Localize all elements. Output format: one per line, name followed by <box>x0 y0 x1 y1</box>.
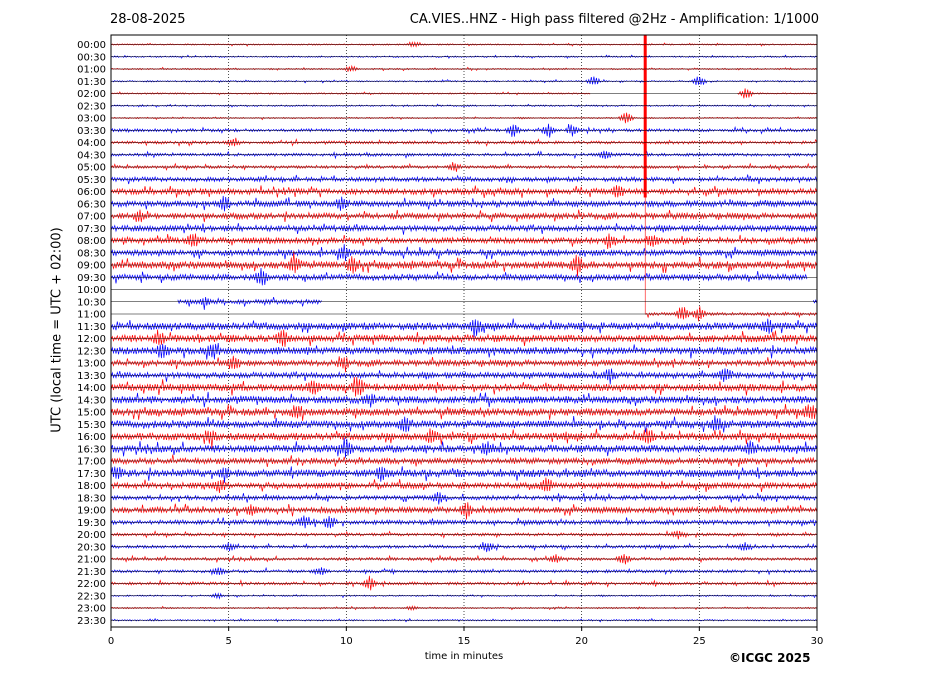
y-tick-label: 08:00 <box>77 236 106 247</box>
trace-1330 <box>110 368 818 385</box>
y-tick-label: 01:30 <box>77 77 106 88</box>
date-label: 28-08-2025 <box>110 12 186 27</box>
trace-1130 <box>110 318 818 338</box>
trace-0930 <box>110 267 808 286</box>
copyright-label: ©ICGC 2025 <box>729 651 811 665</box>
trace-1600 <box>110 428 818 449</box>
y-tick-label: 10:00 <box>77 285 106 296</box>
y-tick-label: 16:00 <box>77 432 106 443</box>
y-tick-label: 06:30 <box>77 199 106 210</box>
x-tick-label: 30 <box>811 636 824 647</box>
x-tick-label: 0 <box>108 636 114 647</box>
trace-2000 <box>110 530 818 540</box>
y-tick-label: 03:30 <box>77 126 106 137</box>
x-tick-label: 10 <box>340 636 353 647</box>
y-tick-label: 17:00 <box>77 457 106 468</box>
trace-0800 <box>110 233 818 250</box>
y-tick-label: 05:00 <box>77 163 106 174</box>
y-tick-label: 15:00 <box>77 408 106 419</box>
y-tick-label: 06:00 <box>77 187 106 198</box>
trace-1100 <box>645 306 818 322</box>
trace-0430 <box>110 150 818 160</box>
trace-0700 <box>110 209 818 223</box>
trace-1030 <box>177 296 818 310</box>
y-tick-label: 02:30 <box>77 101 106 112</box>
y-tick-label: 09:30 <box>77 273 106 284</box>
y-tick-label: 22:30 <box>77 591 106 602</box>
y-tick-label: 08:30 <box>77 248 106 259</box>
y-tick-label: 19:00 <box>77 506 106 517</box>
trace-2030 <box>110 542 818 553</box>
trace-1200 <box>110 329 818 347</box>
y-tick-label: 09:00 <box>77 261 106 272</box>
trace-0600 <box>110 185 818 199</box>
y-tick-label: 21:00 <box>77 555 106 566</box>
y-tick-label: 16:30 <box>77 444 106 455</box>
trace-1300 <box>110 355 818 373</box>
trace-1900 <box>110 502 818 520</box>
x-axis-label: time in minutes <box>424 651 504 662</box>
y-tick-label: 23:30 <box>77 616 106 627</box>
trace-0400 <box>110 137 818 147</box>
trace-1730 <box>110 466 818 483</box>
y-tick-label: 10:30 <box>77 297 106 308</box>
trace-1530 <box>110 415 818 433</box>
y-tick-label: 11:00 <box>77 310 106 321</box>
y-tick-label: 20:00 <box>77 530 106 541</box>
y-tick-label: 02:00 <box>77 89 106 100</box>
y-tick-label: 19:30 <box>77 518 106 529</box>
y-tick-label: 07:30 <box>77 224 106 235</box>
y-tick-label: 21:30 <box>77 567 106 578</box>
y-tick-label: 13:00 <box>77 359 106 370</box>
trace-1430 <box>110 391 818 408</box>
y-tick-label: 20:30 <box>77 542 106 553</box>
trace-0900 <box>110 251 818 277</box>
y-tick-label: 15:30 <box>77 420 106 431</box>
y-tick-label: 07:00 <box>77 212 106 223</box>
y-tick-label: 11:30 <box>77 322 106 333</box>
x-tick-label: 25 <box>693 636 706 647</box>
y-tick-label: 13:30 <box>77 371 106 382</box>
y-tick-label: 01:00 <box>77 65 106 76</box>
y-tick-label: 12:30 <box>77 346 106 357</box>
trace-0530 <box>110 174 818 185</box>
trace-1930 <box>110 515 818 529</box>
y-tick-label: 18:30 <box>77 493 106 504</box>
y-tick-label: 03:00 <box>77 114 106 125</box>
y-tick-label: 22:00 <box>77 579 106 590</box>
trace-2200 <box>110 575 818 591</box>
trace-1230 <box>110 342 818 360</box>
y-tick-label: 17:30 <box>77 469 106 480</box>
grid-layer <box>228 35 700 627</box>
trace-1630 <box>110 437 818 458</box>
y-tick-label: 00:00 <box>77 40 106 51</box>
x-tick-label: 5 <box>225 636 231 647</box>
y-tick-label: 04:00 <box>77 138 106 149</box>
plot-frame <box>110 34 818 628</box>
y-tick-label: 04:30 <box>77 150 106 161</box>
y-tick-label: 18:00 <box>77 481 106 492</box>
y-tick-label: 23:00 <box>77 604 106 615</box>
trace-1830 <box>110 491 818 505</box>
y-tick-label: 14:30 <box>77 395 106 406</box>
trace-1400 <box>110 376 818 397</box>
y-tick-label: 14:00 <box>77 383 106 394</box>
y-tick-label: 05:30 <box>77 175 106 186</box>
trace-1800 <box>110 477 818 494</box>
trace-1500 <box>110 404 818 422</box>
chart-title: CA.VIES..HNZ - High pass filtered @2Hz -… <box>409 12 819 27</box>
y-tick-label: 12:00 <box>77 334 106 345</box>
trace-0730 <box>110 223 818 235</box>
x-tick-label: 20 <box>575 636 588 647</box>
x-tick-label: 15 <box>458 636 471 647</box>
y-tick-label: 00:30 <box>77 52 106 63</box>
